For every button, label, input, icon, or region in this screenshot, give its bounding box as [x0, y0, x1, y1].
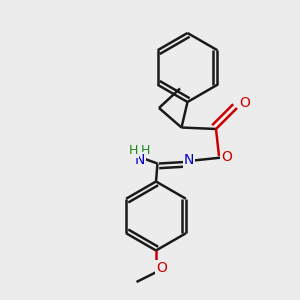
- Text: H: H: [129, 144, 138, 157]
- Text: O: O: [156, 262, 167, 275]
- Text: O: O: [239, 96, 250, 110]
- Text: O: O: [221, 151, 232, 164]
- Text: H: H: [141, 144, 150, 157]
- Text: N: N: [184, 154, 194, 167]
- Text: N: N: [134, 154, 145, 167]
